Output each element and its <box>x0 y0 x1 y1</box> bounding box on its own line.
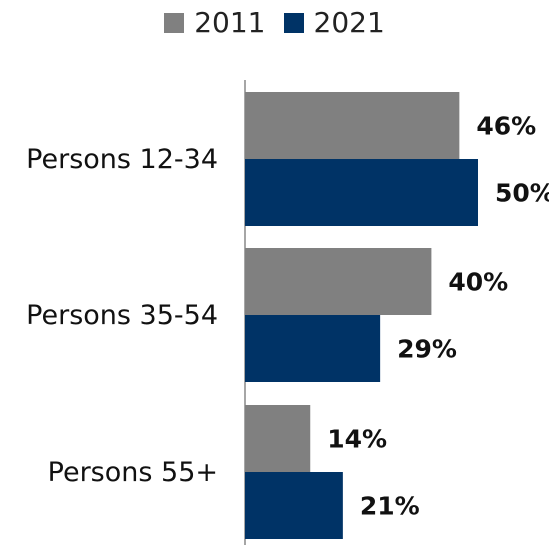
data-label-2021-2: 21% <box>360 492 420 521</box>
bar-2021-2 <box>245 472 343 539</box>
category-label: Persons 12-34 <box>26 144 218 175</box>
data-label-2021-0: 50% <box>495 179 549 208</box>
legend-swatch-2021 <box>283 12 304 33</box>
category-label: Persons 55+ <box>48 457 218 488</box>
bar-2021-0 <box>245 159 478 226</box>
legend-item-2011: 2011 <box>164 6 266 39</box>
data-label-2011-1: 40% <box>448 268 508 297</box>
data-label-2011-2: 14% <box>327 425 387 454</box>
bar-2011-0 <box>245 92 460 159</box>
legend-label-2021: 2021 <box>313 6 385 39</box>
bar-2011-2 <box>245 405 311 472</box>
bar-2011-1 <box>245 248 432 315</box>
bar-2021-1 <box>245 315 381 382</box>
category-label: Persons 35-54 <box>26 300 218 331</box>
legend-swatch-2011 <box>164 12 185 33</box>
data-label-2021-1: 29% <box>397 335 457 364</box>
legend-label-2011: 2011 <box>194 6 266 39</box>
data-label-2011-0: 46% <box>476 112 536 141</box>
legend-item-2021: 2021 <box>283 6 385 39</box>
chart-legend: 2011 2021 <box>0 6 549 39</box>
